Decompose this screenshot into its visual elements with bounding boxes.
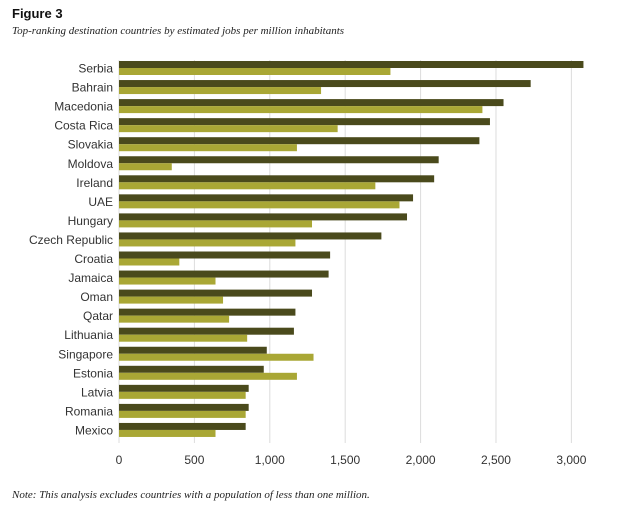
- category-label: Moldova: [68, 157, 114, 171]
- bar-romania-dark: [119, 403, 249, 411]
- footnote: Note: This analysis excludes countries w…: [12, 489, 370, 501]
- bar-singapore-light: [119, 353, 314, 361]
- x-tick-label: 2,000: [406, 453, 436, 467]
- bar-uae-dark: [119, 194, 414, 202]
- bar-moldova-dark: [119, 156, 439, 164]
- bar-qatar-light: [119, 315, 230, 323]
- bar-hungary-light: [119, 220, 313, 228]
- bar-costa-rica-dark: [119, 118, 490, 126]
- bar-slovakia-light: [119, 144, 297, 152]
- bar-uae-light: [119, 201, 400, 209]
- category-label: Qatar: [83, 309, 113, 323]
- bar-macedonia-light: [119, 106, 483, 114]
- category-label: Oman: [80, 290, 113, 304]
- bar-macedonia-dark: [119, 99, 504, 107]
- category-label: Jamaica: [68, 271, 113, 285]
- bar-croatia-light: [119, 258, 180, 266]
- category-label: UAE: [88, 195, 113, 209]
- figure-label: Figure 3: [12, 6, 63, 21]
- bar-bahrain-dark: [119, 80, 531, 88]
- bar-czech-republic-light: [119, 239, 296, 247]
- bar-costa-rica-light: [119, 125, 338, 133]
- bar-jamaica-light: [119, 277, 216, 285]
- bar-mexico-dark: [119, 422, 246, 430]
- bar-oman-light: [119, 296, 224, 304]
- bar-estonia-dark: [119, 365, 264, 373]
- category-label: Estonia: [73, 366, 113, 380]
- x-tick-label: 1,000: [255, 453, 285, 467]
- category-label: Hungary: [68, 214, 113, 228]
- bar-latvia-dark: [119, 384, 249, 392]
- bar-lithuania-light: [119, 334, 248, 342]
- bar-romania-light: [119, 410, 246, 418]
- x-tick-label: 500: [184, 453, 204, 467]
- bar-jamaica-dark: [119, 270, 329, 278]
- category-label: Czech Republic: [29, 233, 113, 247]
- bar-singapore-dark: [119, 346, 267, 354]
- category-label: Ireland: [76, 176, 113, 190]
- bar-ireland-dark: [119, 175, 435, 183]
- bar-hungary-dark: [119, 213, 408, 221]
- category-label: Slovakia: [68, 138, 114, 152]
- bar-ireland-light: [119, 182, 376, 190]
- bar-qatar-dark: [119, 308, 296, 316]
- bars: [119, 61, 584, 437]
- bar-moldova-light: [119, 163, 172, 171]
- category-label: Bahrain: [72, 81, 113, 95]
- category-labels: Serbia Bahrain Macedonia Costa Rica Slovakia…: [29, 62, 113, 438]
- bar-oman-dark: [119, 289, 313, 297]
- bar-croatia-dark: [119, 251, 331, 259]
- category-label: Singapore: [58, 347, 113, 361]
- category-label: Latvia: [81, 385, 113, 399]
- bar-latvia-light: [119, 391, 246, 399]
- bar-estonia-light: [119, 372, 297, 380]
- category-label: Lithuania: [64, 328, 113, 342]
- category-label: Mexico: [75, 423, 113, 437]
- x-axis-ticks: 0 500 1,000 1,500 2,000 2,500 3,000: [116, 453, 587, 467]
- bar-serbia-light: [119, 68, 391, 75]
- x-tick-label: 1,500: [330, 453, 360, 467]
- bar-mexico-light: [119, 429, 216, 437]
- category-label: Serbia: [78, 62, 113, 76]
- bar-czech-republic-dark: [119, 232, 382, 240]
- bar-slovakia-dark: [119, 137, 480, 145]
- chart-title: Top-ranking destination countries by est…: [12, 25, 345, 37]
- bar-bahrain-light: [119, 87, 322, 95]
- x-tick-label: 3,000: [556, 453, 586, 467]
- category-label: Romania: [65, 404, 113, 418]
- category-label: Costa Rica: [54, 119, 113, 133]
- bar-serbia-dark: [119, 61, 584, 68]
- bar-lithuania-dark: [119, 327, 294, 335]
- category-label: Croatia: [74, 252, 113, 266]
- x-tick-label: 0: [116, 453, 123, 467]
- x-tick-label: 2,500: [481, 453, 511, 467]
- category-label: Macedonia: [54, 100, 113, 114]
